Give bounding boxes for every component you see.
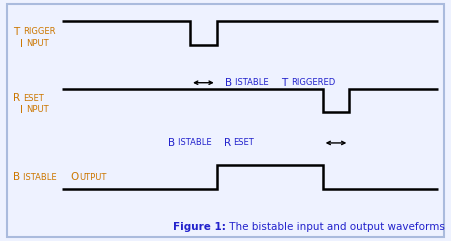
Text: The bistable input and output waveforms: The bistable input and output waveforms [226,221,444,232]
Text: R: R [14,93,20,103]
Text: Figure 1:: Figure 1: [173,221,226,232]
Text: NPUT: NPUT [27,105,49,114]
Text: RIGGER: RIGGER [23,27,55,36]
Text: ESET: ESET [234,138,254,147]
Text: B: B [168,138,175,148]
Text: ISTABLE: ISTABLE [235,78,272,87]
Text: ESET: ESET [23,94,44,103]
Text: R: R [224,138,231,148]
Text: T: T [281,78,287,88]
Text: B: B [226,78,233,88]
Text: I: I [19,105,23,115]
Text: T: T [14,27,19,37]
Text: RIGGERED: RIGGERED [291,78,335,87]
Text: B: B [14,172,20,182]
Text: UTPUT: UTPUT [80,173,107,182]
Text: I: I [19,39,23,49]
Text: ISTABLE: ISTABLE [178,138,214,147]
Text: O: O [70,172,78,182]
Text: ISTABLE: ISTABLE [23,173,60,182]
Text: NPUT: NPUT [27,39,49,48]
